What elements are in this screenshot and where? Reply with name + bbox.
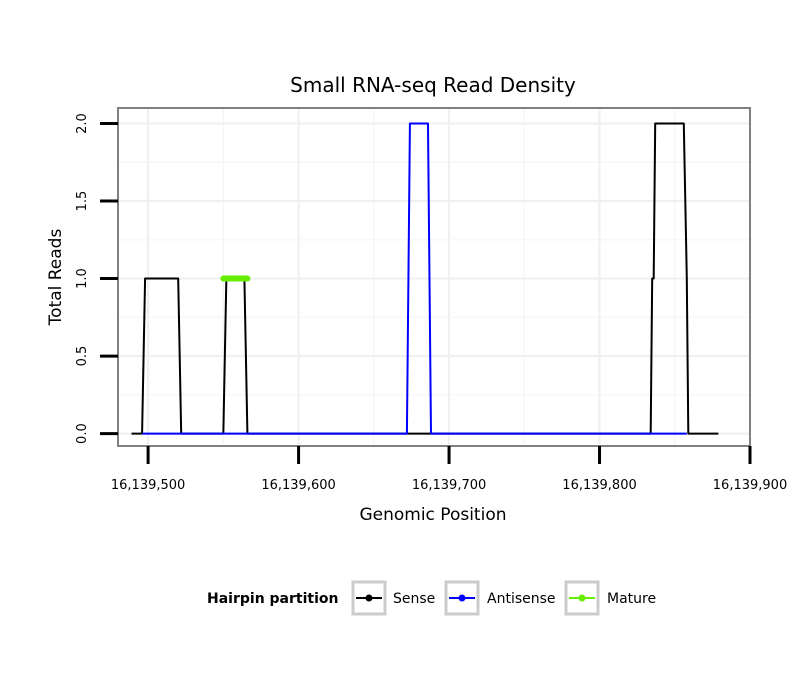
x-tick-label: 16,139,900 [713,478,787,493]
legend-label: Antisense [487,591,556,607]
y-axis: 0.0 0.5 1.0 1.5 2.0 [75,113,118,444]
legend-key-point [578,594,586,602]
y-tick-label: 1.5 [75,191,90,212]
x-tick-label: 16,139,600 [261,478,335,493]
series-line-antisense [142,122,687,435]
y-tick-label: 2.0 [75,113,90,134]
y-tick-label: 0.5 [75,346,90,367]
series-line-sense [131,122,719,435]
y-tick-label: 1.0 [75,268,90,289]
legend-label: Sense [393,591,435,607]
legend-key-point [365,594,373,602]
x-axis-label: Genomic Position [359,505,506,525]
x-tick-label: 16,139,700 [412,478,486,493]
x-tick-label: 16,139,500 [111,478,185,493]
x-axis: 16,139,500 16,139,600 16,139,700 16,139,800… [111,446,787,493]
data-series [131,122,719,435]
plot-panel-border [117,107,751,447]
chart-title: Small RNA-seq Read Density [290,73,576,97]
legend-title: Hairpin partition [207,591,338,607]
legend: Hairpin partition Sense Antisense Mature [207,580,656,616]
y-axis-label: Total Reads [46,229,66,327]
x-tick-label: 16,139,800 [562,478,636,493]
legend-label: Mature [607,591,656,607]
legend-key-point [458,594,466,602]
y-tick-label: 0.0 [75,423,90,444]
